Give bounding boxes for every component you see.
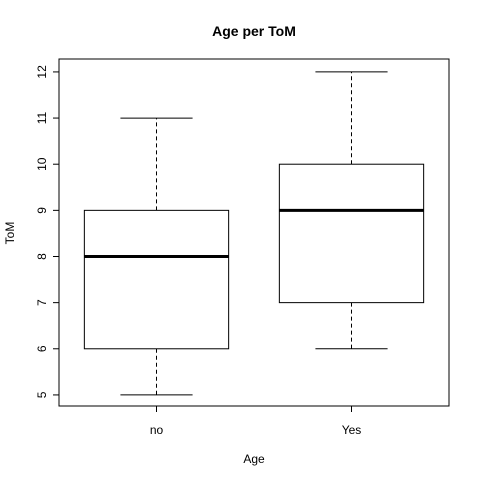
y-tick-label: 9 [35,207,49,214]
x-tick-label: no [150,423,164,437]
x-axis: no Yes [150,405,362,437]
chart-title: Age per ToM [212,23,296,39]
boxes [83,71,425,396]
y-axis-title: ToM [3,222,17,245]
y-tick-label: 12 [35,65,49,79]
box-group-yes [278,71,425,350]
y-tick-label: 8 [35,253,49,260]
box-group-no [83,117,230,396]
y-tick-label: 5 [35,391,49,398]
y-tick-label: 10 [35,157,49,171]
x-axis-title: Age [243,452,265,466]
x-tick-label: Yes [342,423,362,437]
iqr-box [278,163,425,304]
y-tick-label: 7 [35,299,49,306]
y-axis: 5 6 7 8 9 10 11 12 [35,65,60,398]
y-tick-label: 6 [35,345,49,352]
y-tick-label: 11 [35,112,49,125]
iqr-box [83,209,230,350]
